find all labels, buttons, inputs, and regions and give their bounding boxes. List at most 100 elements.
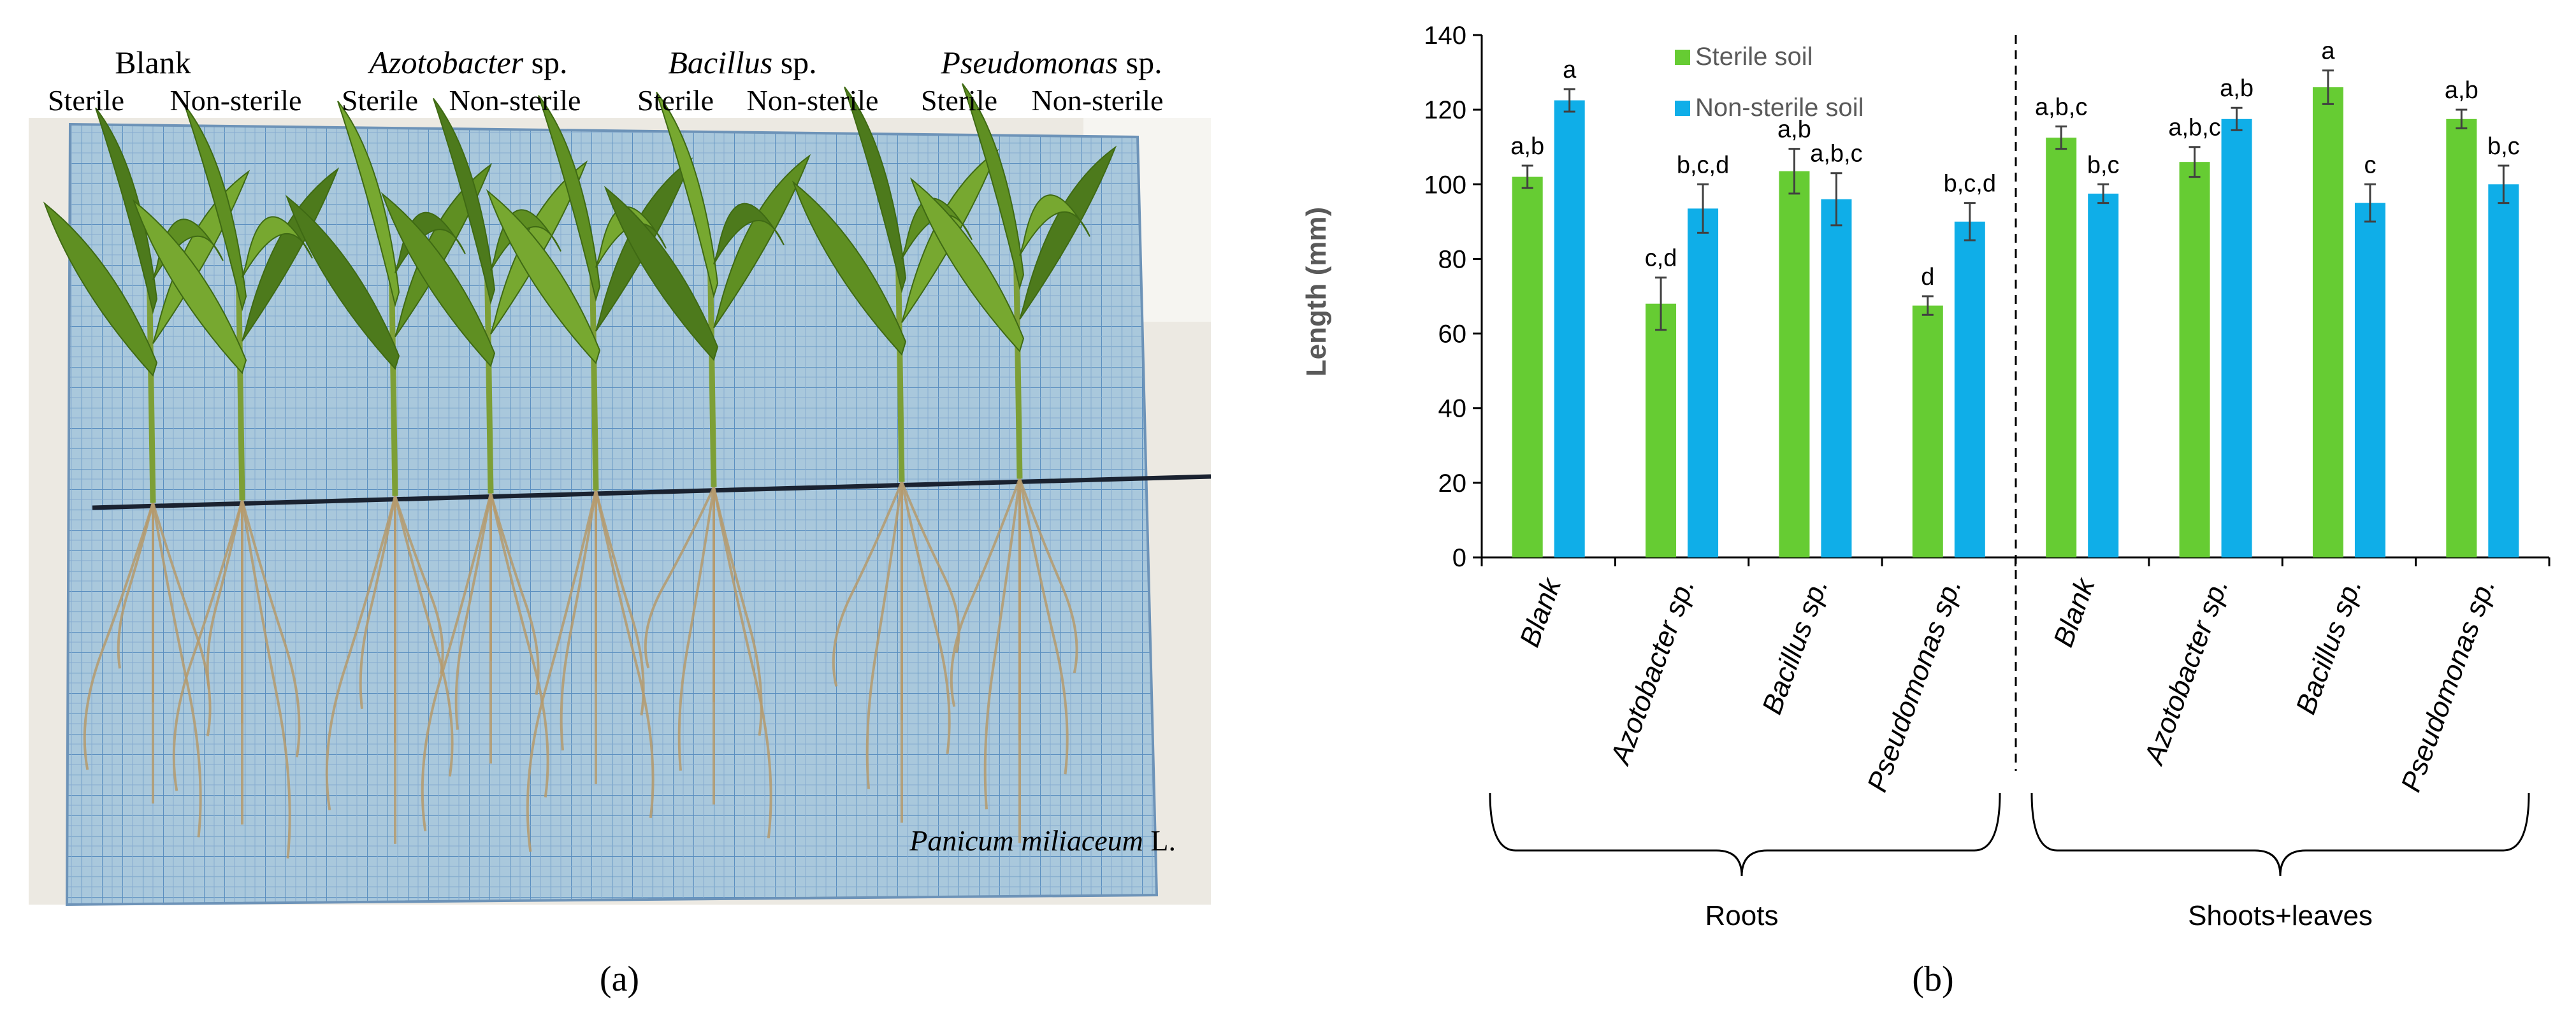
plant-leaf: [242, 216, 313, 278]
species-label: Panicum miliaceum L.: [909, 824, 1176, 857]
bar-nonsterile: [1821, 199, 1852, 557]
legend-swatch-sterile: [1675, 50, 1690, 65]
plant-leaf: [433, 97, 496, 305]
significance-letter: a,b: [2445, 77, 2478, 104]
y-axis-label: Length (mm): [1301, 207, 1332, 376]
significance-letter: a,b: [2220, 75, 2254, 102]
plant-root: [526, 490, 597, 852]
plant-root: [983, 478, 1021, 810]
plant-leaf: [1019, 145, 1117, 320]
plant-leaf: [713, 154, 811, 329]
plant-root: [206, 499, 243, 690]
bar-nonsterile: [1954, 221, 1985, 557]
panel-a-photo: Blank Azotobacter sp. Bacillus sp. Pseud…: [29, 45, 1212, 999]
bar-sterile: [2046, 138, 2077, 558]
significance-letter: b,c,d: [1677, 152, 1729, 178]
group-label-pseudomonas: Pseudomonas sp.: [940, 45, 1162, 80]
significance-letter: b,c: [2087, 152, 2120, 178]
plant-leaf: [380, 192, 496, 368]
significance-letter: a,b: [1777, 117, 1811, 143]
plant-root: [832, 481, 903, 687]
bar-nonsterile: [2088, 193, 2119, 557]
bar-sterile: [2312, 87, 2343, 557]
plant-leaf: [43, 201, 158, 377]
sterile-label-azotobacter: Sterile: [342, 84, 418, 117]
plant-root: [950, 478, 1021, 707]
bar-nonsterile: [2221, 118, 2252, 558]
panel-b-label: (b): [1912, 959, 1953, 999]
sterile-label-blank: Sterile: [48, 84, 124, 117]
plant-root: [901, 482, 951, 754]
group-label-blank: Blank: [115, 45, 191, 80]
y-tick-label: 0: [1452, 544, 1466, 572]
legend-label-sterile: Sterile soil: [1695, 43, 1813, 71]
legend-label-nonsterile: Non-sterile soil: [1695, 94, 1864, 122]
y-tick-label: 140: [1424, 22, 1466, 50]
x-tick-label: Pseudomonas sp.: [2395, 575, 2501, 796]
plant-leaf: [604, 185, 719, 361]
plant-leaf: [132, 199, 247, 375]
y-tick-label: 120: [1424, 96, 1466, 124]
significance-letter: b,c: [2487, 133, 2520, 160]
bar-nonsterile: [2488, 184, 2519, 557]
y-tick-label: 80: [1438, 245, 1467, 273]
plant-leaf: [538, 95, 601, 302]
y-tick-label: 100: [1424, 171, 1466, 199]
x-tick-label: Pseudomonas sp.: [1862, 575, 1968, 796]
bar-sterile: [2179, 162, 2210, 558]
significance-letter: c: [2364, 152, 2376, 178]
significance-letter: a: [1563, 57, 1577, 83]
bar-sterile: [1512, 176, 1543, 558]
plant-seedling: [132, 104, 340, 859]
plant-root: [1018, 478, 1078, 673]
plant-root: [489, 493, 549, 798]
group-label-roots: Roots: [1705, 900, 1779, 931]
plants: [43, 83, 1117, 859]
bar-sterile: [1912, 305, 1943, 557]
plant-root: [677, 487, 715, 771]
bar-nonsterile: [1554, 100, 1585, 557]
significance-letter: a,b,c: [2168, 115, 2220, 141]
plant-root: [454, 493, 492, 730]
plant-leaf: [1019, 194, 1090, 256]
group-label-azotobacter: Azotobacter sp.: [367, 45, 567, 80]
x-tick-label: Bacillus sp.: [1756, 575, 1834, 719]
plant-root: [1018, 478, 1069, 775]
y-tick-label: 60: [1438, 320, 1467, 348]
group-label-bacillus: Bacillus sp.: [668, 45, 816, 80]
plant-leaf: [962, 83, 1025, 290]
nonsterile-label-blank: Non-sterile: [170, 84, 302, 117]
plant-leaf: [844, 86, 907, 294]
plant-seedling: [285, 101, 493, 844]
roots-brace: [1489, 792, 2001, 877]
plant-leaf: [486, 189, 601, 364]
plant-leaf: [242, 167, 340, 341]
plant-leaf: [909, 177, 1025, 353]
significance-letter: d: [1921, 264, 1934, 290]
significance-letter: a,b,c: [2035, 94, 2087, 121]
plant-root: [241, 500, 291, 859]
nonsterile-label-azotobacter: Non-sterile: [449, 84, 581, 117]
significance-letter: a,b,c: [1810, 141, 1862, 168]
plant-root: [713, 487, 772, 838]
x-tick-label: Blank: [1514, 573, 1567, 651]
plant-root: [595, 490, 645, 716]
plant-root: [644, 486, 715, 669]
panel-a-label: (a): [600, 959, 639, 999]
significance-letter: c,d: [1645, 245, 1677, 272]
plant-root: [865, 482, 903, 789]
x-tick-label: Azotobacter sp.: [2138, 575, 2234, 770]
plant-root: [152, 502, 202, 838]
bar-nonsterile: [1688, 208, 1719, 557]
x-tick-label: Blank: [2048, 573, 2101, 651]
plant-root: [394, 496, 444, 675]
y-tick-label: 40: [1438, 395, 1467, 423]
significance-letter: a: [2321, 38, 2335, 65]
bar-nonsterile: [2354, 203, 2385, 558]
plant-root: [421, 493, 492, 831]
plant-root: [241, 499, 301, 757]
plant-root: [595, 490, 655, 819]
plant-root: [394, 496, 454, 777]
